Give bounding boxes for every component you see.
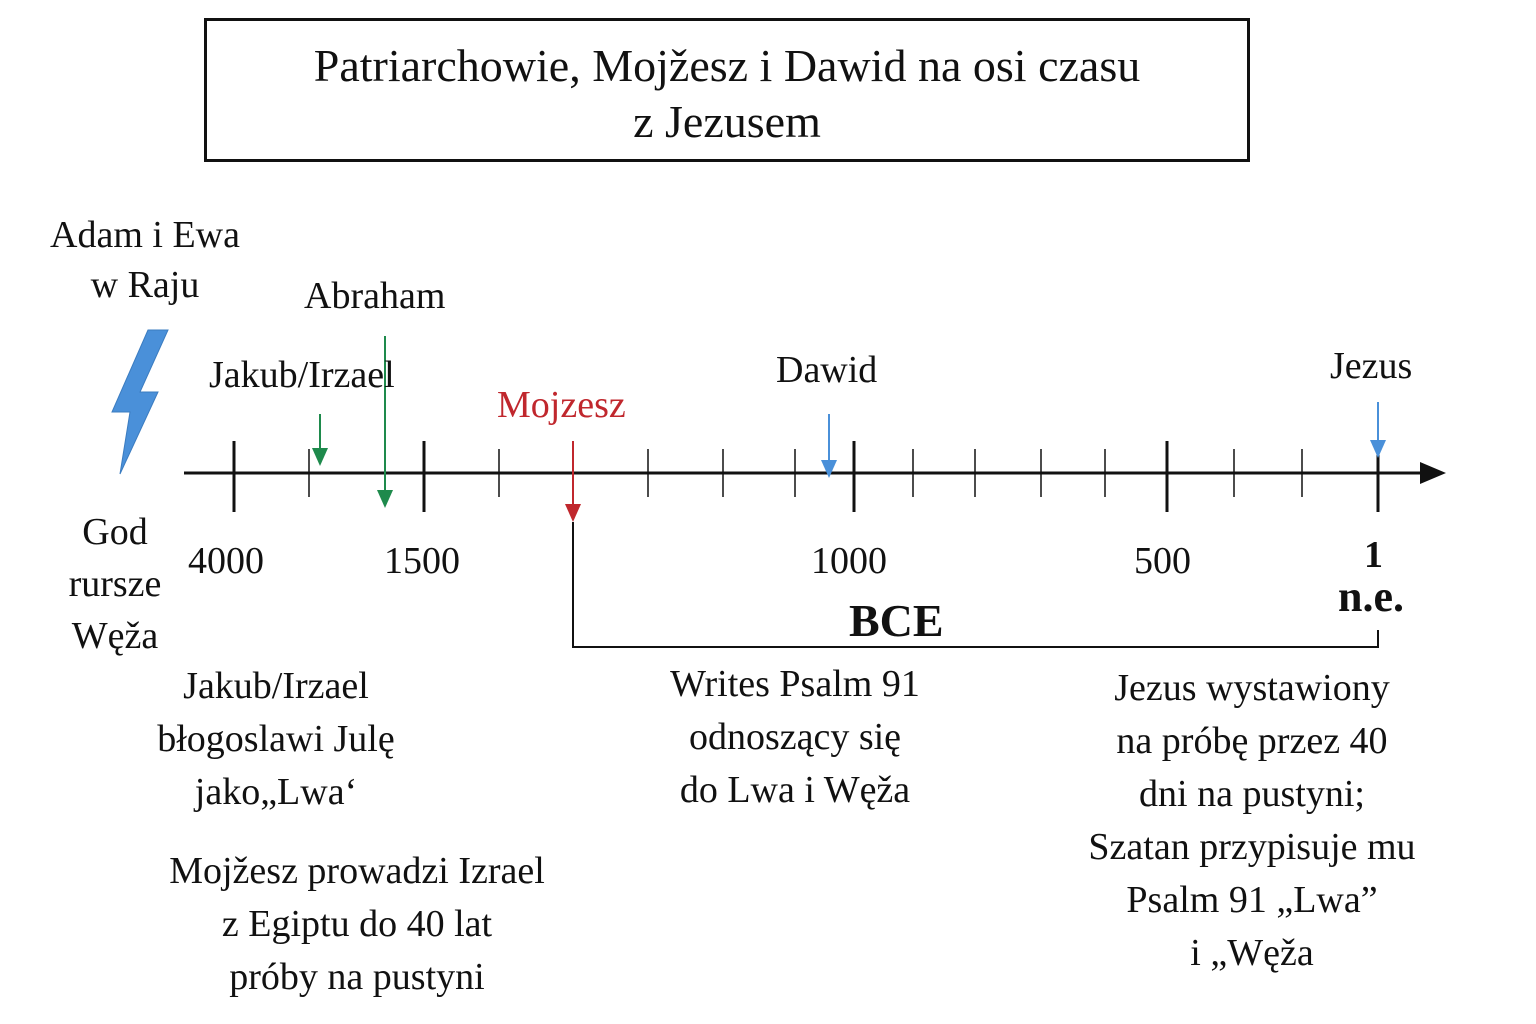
bce-label: BCE — [849, 595, 944, 646]
tick-label-1000: 1000 — [811, 540, 887, 582]
tick-label-4000: 4000 — [188, 540, 264, 582]
jezus-note: Jezus wystawiony na próbę przez 40 dni n… — [1052, 662, 1452, 980]
abraham-arrow-head-icon — [377, 490, 393, 508]
axis-arrow-icon — [1420, 462, 1446, 484]
tick-label-500: 500 — [1134, 540, 1191, 582]
title-line-1: Patriarchowie, Mojžesz i Dawid na osi cz… — [313, 40, 1141, 91]
jezus-arrow-head-icon — [1370, 440, 1386, 458]
jakub-note-line-2: błogoslawi Julę — [157, 718, 395, 760]
tick-label-1: 1 — [1364, 534, 1383, 576]
dawid-note: Writes Psalm 91 odnoszący się do Lwa i W… — [620, 658, 970, 817]
jakub-arrow-head-icon — [312, 448, 328, 466]
adam-label: Adam i Ewa w Raju — [34, 210, 256, 310]
dawid-note-line-2: odnoszący się — [688, 716, 902, 758]
mojzesz-note-line-2: z Egiptu do 40 lat — [221, 903, 493, 945]
adam-line-2: w Raju — [90, 264, 200, 306]
jakub-label: Jakub/Irzael — [209, 354, 395, 396]
jezus-note-line-5: Psalm 91 „Lwa” — [1126, 879, 1378, 921]
minor-ticks — [308, 449, 1303, 497]
jezus-label: Jezus — [1330, 345, 1413, 387]
god-curse-label: God rursze Węža — [40, 506, 190, 662]
dawid-label: Dawid — [776, 349, 878, 391]
title-line-2: z Jezusem — [633, 96, 821, 147]
jakub-note-line-3: jako„Lwa‘ — [194, 771, 358, 813]
mojzesz-note-line-3: próby na pustyni — [229, 956, 485, 998]
title-box: Patriarchowie, Mojžesz i Dawid na osi cz… — [204, 18, 1250, 162]
jakub-note: Jakub/Irzael błogoslawi Julę jako„Lwa‘ — [116, 660, 436, 819]
ne-label: n.e. — [1338, 572, 1404, 621]
jezus-note-line-6: i „Węža — [1190, 932, 1314, 974]
jezus-note-line-3: dni na pustyni; — [1139, 773, 1365, 815]
jezus-note-line-4: Szatan przypisuje mu — [1088, 826, 1416, 868]
jezus-note-line-1: Jezus wystawiony — [1114, 667, 1390, 709]
adam-line-1: Adam i Ewa — [50, 214, 240, 256]
mojzesz-label: Mojzesz — [497, 384, 626, 426]
mojzesz-arrow-head-icon — [565, 504, 581, 522]
major-ticks — [232, 441, 1380, 512]
mojzesz-note: Mojžesz prowadzi Izrael z Egiptu do 40 l… — [130, 845, 584, 1004]
dawid-arrow-head-icon — [821, 460, 837, 478]
god-curse-line-1: God — [82, 511, 148, 553]
lightning-icon — [111, 329, 169, 475]
mojzesz-note-line-1: Mojžesz prowadzi Izrael — [169, 850, 545, 892]
dawid-note-line-1: Writes Psalm 91 — [670, 663, 920, 705]
god-curse-line-2: rursze — [68, 563, 162, 605]
jakub-note-line-1: Jakub/Irzael — [183, 665, 369, 707]
dawid-note-line-3: do Lwa i Węža — [679, 769, 911, 811]
tick-label-1500: 1500 — [384, 540, 460, 582]
bce-bracket — [572, 522, 1379, 648]
jezus-note-line-2: na próbę przez 40 — [1116, 720, 1388, 762]
god-curse-line-3: Węža — [71, 615, 159, 657]
abraham-label: Abraham — [304, 275, 446, 317]
